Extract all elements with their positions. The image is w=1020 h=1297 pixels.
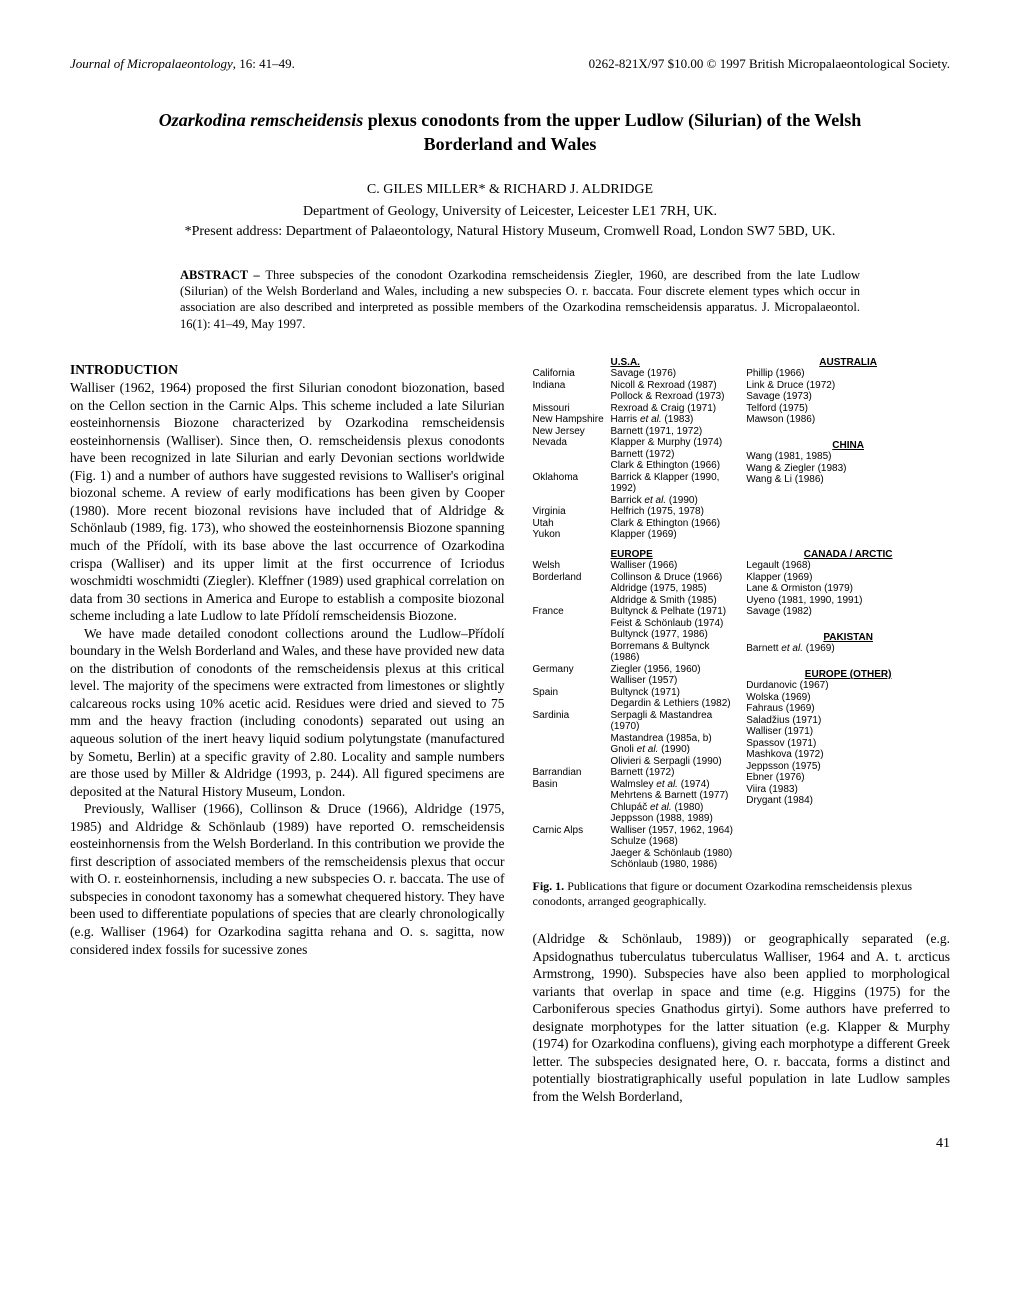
figure-entry: Carnic AlpsWalliser (1957, 1962, 1964)Sc… bbox=[533, 825, 737, 871]
figure-entry: GermanyZiegler (1956, 1960)Walliser (195… bbox=[533, 664, 737, 687]
figure-entry: New HampshireHarris et al. (1983) bbox=[533, 414, 737, 426]
intro-paragraph-3-right: (Aldridge & Schönlaub, 1989)) or geograp… bbox=[533, 930, 950, 1105]
figure-references: Barrick & Klapper (1990, 1992)Barrick et… bbox=[611, 472, 737, 507]
figure-references: Barnett et al. (1969) bbox=[746, 643, 950, 655]
figure-region-europe-other: EUROPE (OTHER)Durdanovic (1967)Wolska (1… bbox=[746, 669, 950, 807]
figure-entry: UtahClark & Ethington (1966) bbox=[533, 518, 737, 530]
figure-region-heading: CHINA bbox=[746, 440, 950, 452]
figure-references: Helfrich (1975, 1978) bbox=[611, 506, 737, 518]
page-number: 41 bbox=[70, 1135, 950, 1154]
figure-location: Yukon bbox=[533, 529, 611, 541]
figure-location: Spain bbox=[533, 687, 611, 710]
figure-entry: VirginiaHelfrich (1975, 1978) bbox=[533, 506, 737, 518]
figure-entry: CaliforniaSavage (1976) bbox=[533, 368, 737, 380]
abstract-block: ABSTRACT – Three subspecies of the conod… bbox=[180, 267, 860, 332]
figure-references: Barnett (1971, 1972) bbox=[611, 426, 737, 438]
figure-region-heading: EUROPE bbox=[533, 549, 737, 561]
figure-entry: Barnett et al. (1969) bbox=[746, 643, 950, 655]
author-line: C. GILES MILLER* & RICHARD J. ALDRIDGE bbox=[70, 181, 950, 200]
figure-entry: SpainBultynck (1971)Degardin & Lethiers … bbox=[533, 687, 737, 710]
figure-entry: BarrandianBasinBarnett (1972)Walmsley et… bbox=[533, 767, 737, 825]
figure-entry: YukonKlapper (1969) bbox=[533, 529, 737, 541]
figure-entry: Durdanovic (1967)Wolska (1969)Fahraus (1… bbox=[746, 680, 950, 807]
figure-references: Walliser (1957, 1962, 1964)Schulze (1968… bbox=[611, 825, 737, 871]
figure-location: Indiana bbox=[533, 380, 611, 403]
section-heading-introduction: INTRODUCTION bbox=[70, 361, 505, 379]
figure-location: Carnic Alps bbox=[533, 825, 611, 871]
figure-entry: MissouriRexroad & Craig (1971) bbox=[533, 403, 737, 415]
figure-references: Bultynck & Pelhate (1971)Feist & Schönla… bbox=[611, 606, 737, 664]
figure-references: Wang (1981, 1985)Wang & Ziegler (1983)Wa… bbox=[746, 451, 950, 486]
figure-region-heading: CANADA / ARCTIC bbox=[746, 549, 950, 561]
figure-references: Klapper & Murphy (1974)Barnett (1972)Cla… bbox=[611, 437, 737, 472]
figure-region-heading: EUROPE (OTHER) bbox=[746, 669, 950, 681]
journal-name: Journal of Micropalaeontology bbox=[70, 56, 233, 71]
figure-location: Missouri bbox=[533, 403, 611, 415]
figure-location: California bbox=[533, 368, 611, 380]
affiliation-1: Department of Geology, University of Lei… bbox=[70, 203, 950, 222]
figure-entry: New JerseyBarnett (1971, 1972) bbox=[533, 426, 737, 438]
figure-region-heading: AUSTRALIA bbox=[746, 357, 950, 369]
figure-location: Virginia bbox=[533, 506, 611, 518]
figure-region-usa: U.S.A.CaliforniaSavage (1976)IndianaNico… bbox=[533, 357, 737, 541]
figure-location: Sardinia bbox=[533, 710, 611, 768]
intro-paragraph-2: We have made detailed conodont collectio… bbox=[70, 625, 505, 800]
figure-references: Harris et al. (1983) bbox=[611, 414, 737, 426]
figure-1-table: U.S.A.CaliforniaSavage (1976)IndianaNico… bbox=[533, 357, 950, 871]
figure-references: Barnett (1972)Walmsley et al. (1974)Mehr… bbox=[611, 767, 737, 825]
left-column: INTRODUCTION Walliser (1962, 1964) propo… bbox=[70, 357, 505, 1106]
figure-references: Serpagli & Mastandrea (1970)Mastandrea (… bbox=[611, 710, 737, 768]
figure-references: Legault (1968)Klapper (1969)Lane & Ormis… bbox=[746, 560, 950, 618]
figure-references: Phillip (1966)Link & Druce (1972)Savage … bbox=[746, 368, 950, 426]
figure-entry: FranceBultynck & Pelhate (1971)Feist & S… bbox=[533, 606, 737, 664]
figure-location: France bbox=[533, 606, 611, 664]
figure-references: Walliser (1966)Collinson & Druce (1966)A… bbox=[611, 560, 737, 606]
figure-entry: Legault (1968)Klapper (1969)Lane & Ormis… bbox=[746, 560, 950, 618]
figure-location: Oklahoma bbox=[533, 472, 611, 507]
article-title: Ozarkodina remscheidensis plexus conodon… bbox=[70, 108, 950, 157]
figure-location: BarrandianBasin bbox=[533, 767, 611, 825]
right-column: U.S.A.CaliforniaSavage (1976)IndianaNico… bbox=[533, 357, 950, 1106]
figure-references: Nicoll & Rexroad (1987)Pollock & Rexroad… bbox=[611, 380, 737, 403]
intro-paragraph-3-left: Previously, Walliser (1966), Collinson &… bbox=[70, 800, 505, 958]
abstract-label: ABSTRACT – bbox=[180, 268, 265, 282]
figure-location: New Hampshire bbox=[533, 414, 611, 426]
figure-entry: NevadaKlapper & Murphy (1974)Barnett (19… bbox=[533, 437, 737, 472]
main-columns: INTRODUCTION Walliser (1962, 1964) propo… bbox=[70, 357, 950, 1106]
figure-references: Clark & Ethington (1966) bbox=[611, 518, 737, 530]
figure-references: Savage (1976) bbox=[611, 368, 737, 380]
figure-right-stack-1: AUSTRALIAPhillip (1966)Link & Druce (197… bbox=[746, 357, 950, 541]
figure-region-china: CHINAWang (1981, 1985)Wang & Ziegler (19… bbox=[746, 440, 950, 486]
figure-entry: Wang (1981, 1985)Wang & Ziegler (1983)Wa… bbox=[746, 451, 950, 486]
running-header: Journal of Micropalaeontology, 16: 41–49… bbox=[70, 55, 950, 73]
figure-entry: SardiniaSerpagli & Mastandrea (1970)Mast… bbox=[533, 710, 737, 768]
figure-region-pakistan: PAKISTANBarnett et al. (1969) bbox=[746, 632, 950, 655]
figure-location: Utah bbox=[533, 518, 611, 530]
figure-references: Ziegler (1956, 1960)Walliser (1957) bbox=[611, 664, 737, 687]
figure-location: WelshBorderland bbox=[533, 560, 611, 606]
figure-references: Klapper (1969) bbox=[611, 529, 737, 541]
figure-entry: Phillip (1966)Link & Druce (1972)Savage … bbox=[746, 368, 950, 426]
figure-location: Germany bbox=[533, 664, 611, 687]
figure-entry: IndianaNicoll & Rexroad (1987)Pollock & … bbox=[533, 380, 737, 403]
figure-location: New Jersey bbox=[533, 426, 611, 438]
figure-references: Rexroad & Craig (1971) bbox=[611, 403, 737, 415]
abstract-text: Three subspecies of the conodont Ozarkod… bbox=[180, 268, 860, 331]
figure-entry: OklahomaBarrick & Klapper (1990, 1992)Ba… bbox=[533, 472, 737, 507]
figure-region-heading: PAKISTAN bbox=[746, 632, 950, 644]
figure-region-europe: EUROPEWelshBorderlandWalliser (1966)Coll… bbox=[533, 549, 737, 871]
figure-references: Bultynck (1971)Degardin & Lethiers (1982… bbox=[611, 687, 737, 710]
figure-1-caption: Fig. 1. Publications that figure or docu… bbox=[533, 879, 950, 910]
figure-references: Durdanovic (1967)Wolska (1969)Fahraus (1… bbox=[746, 680, 950, 807]
figure-region-canada-arctic: CANADA / ARCTICLegault (1968)Klapper (19… bbox=[746, 549, 950, 618]
intro-paragraph-1: Walliser (1962, 1964) proposed the first… bbox=[70, 379, 505, 625]
figure-location: Nevada bbox=[533, 437, 611, 472]
figure-region-heading: U.S.A. bbox=[533, 357, 737, 369]
figure-region-australia: AUSTRALIAPhillip (1966)Link & Druce (197… bbox=[746, 357, 950, 426]
figure-right-stack-2: CANADA / ARCTICLegault (1968)Klapper (19… bbox=[746, 549, 950, 871]
figure-entry: WelshBorderlandWalliser (1966)Collinson … bbox=[533, 560, 737, 606]
copyright-line: 0262-821X/97 $10.00 © 1997 British Micro… bbox=[589, 55, 950, 73]
affiliation-2: *Present address: Department of Palaeont… bbox=[70, 223, 950, 242]
journal-citation: Journal of Micropalaeontology, 16: 41–49… bbox=[70, 55, 295, 73]
